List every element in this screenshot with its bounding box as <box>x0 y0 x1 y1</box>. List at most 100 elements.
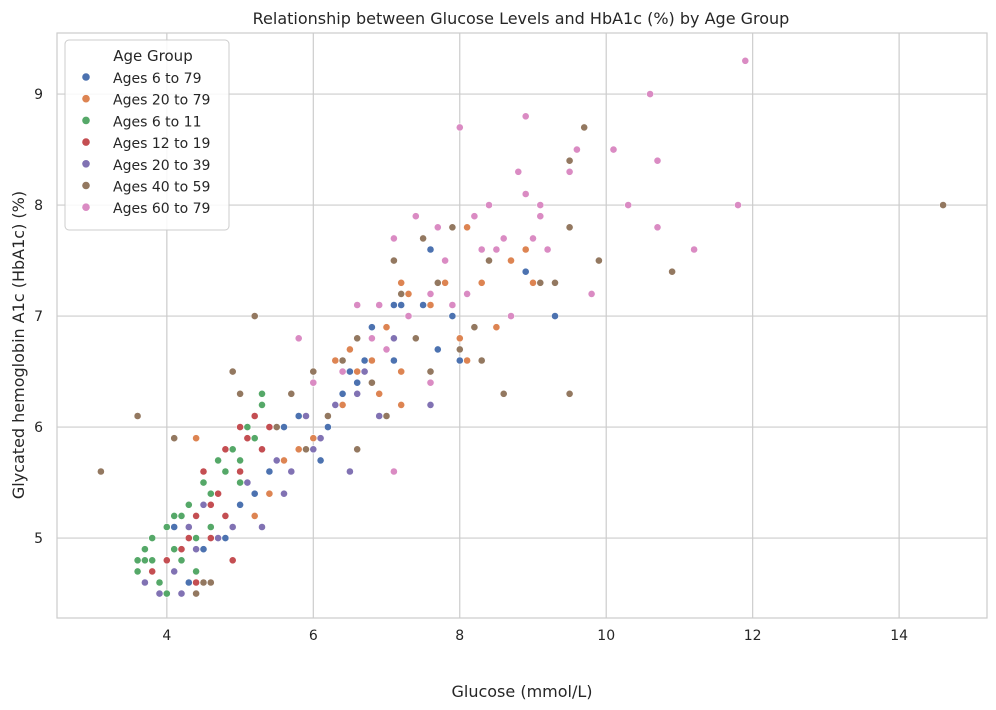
data-point <box>177 512 186 520</box>
data-point <box>170 434 179 443</box>
data-point <box>345 367 354 376</box>
data-point <box>140 545 149 554</box>
legend-label: Ages 20 to 79 <box>113 93 210 109</box>
data-point <box>155 578 164 587</box>
data-point <box>668 267 676 276</box>
data-point <box>236 456 244 465</box>
data-point <box>338 356 347 365</box>
data-point <box>455 356 464 365</box>
data-point <box>367 334 376 343</box>
data-point <box>353 367 362 376</box>
data-point <box>521 190 530 198</box>
data-point <box>690 245 698 254</box>
data-point <box>302 445 310 454</box>
data-point <box>543 245 552 254</box>
data-point <box>367 356 376 365</box>
data-point <box>272 423 281 431</box>
legend-marker <box>82 94 90 103</box>
data-point <box>280 456 288 465</box>
series-group <box>148 412 274 587</box>
data-point <box>653 223 662 232</box>
data-point <box>565 167 574 176</box>
data-point <box>492 323 501 332</box>
data-point <box>507 256 515 265</box>
data-point <box>463 223 471 232</box>
data-point <box>287 467 296 476</box>
data-point <box>463 356 471 365</box>
data-point <box>360 356 369 365</box>
x-axis-label: Glucose (mmol/L) <box>451 682 592 701</box>
legend-marker <box>82 116 90 125</box>
data-point <box>199 578 208 587</box>
data-point <box>734 201 742 209</box>
data-point <box>309 367 318 376</box>
data-point <box>206 578 215 587</box>
legend-marker <box>82 73 90 81</box>
data-point <box>236 478 244 487</box>
data-point <box>155 589 164 598</box>
data-point <box>529 278 537 287</box>
data-point <box>470 212 479 221</box>
data-point <box>294 412 303 420</box>
data-point <box>250 489 259 498</box>
data-point <box>470 323 479 332</box>
data-point <box>382 412 391 420</box>
data-point <box>338 389 347 398</box>
data-point <box>646 90 654 98</box>
data-point <box>521 112 530 121</box>
series-group <box>170 245 559 587</box>
data-point <box>192 578 200 587</box>
data-point <box>389 234 398 243</box>
data-point <box>199 467 208 476</box>
data-point <box>529 234 537 243</box>
data-point <box>177 545 186 554</box>
y-tick-label: 8 <box>34 198 43 214</box>
data-point <box>426 378 435 387</box>
data-point <box>309 378 318 387</box>
data-point <box>353 389 362 398</box>
data-point <box>375 301 384 309</box>
x-tick-label: 12 <box>744 628 762 644</box>
data-point <box>302 412 310 420</box>
data-point <box>397 278 406 287</box>
data-point <box>353 378 362 387</box>
data-point <box>214 456 222 465</box>
data-point <box>375 412 384 420</box>
data-point <box>360 367 369 376</box>
data-point <box>521 245 530 254</box>
data-point <box>536 278 545 287</box>
data-point <box>258 445 266 454</box>
y-tick-label: 6 <box>34 420 43 436</box>
data-point <box>265 423 274 431</box>
legend-label: Ages 60 to 79 <box>113 201 210 217</box>
legend-label: Ages 12 to 19 <box>113 136 210 152</box>
data-point <box>192 434 200 443</box>
data-point <box>184 523 193 531</box>
data-point <box>170 512 179 520</box>
data-point <box>170 545 179 554</box>
data-point <box>140 578 149 587</box>
data-point <box>492 245 501 254</box>
chart-title: Relationship between Glucose Levels and … <box>253 9 790 28</box>
data-point <box>236 467 244 476</box>
data-point <box>345 345 354 354</box>
data-point <box>477 245 486 254</box>
data-point <box>280 423 288 431</box>
data-point <box>192 512 200 520</box>
data-point <box>551 278 559 287</box>
data-point <box>323 412 332 420</box>
series-group <box>133 389 266 598</box>
data-point <box>133 567 142 576</box>
data-point <box>258 523 266 531</box>
data-point <box>345 467 354 476</box>
data-point <box>389 334 398 343</box>
data-point <box>580 123 589 132</box>
data-point <box>595 256 603 265</box>
data-point <box>140 556 149 565</box>
data-point <box>265 467 274 476</box>
data-point <box>221 534 230 542</box>
data-point <box>609 145 618 154</box>
legend-box <box>64 39 230 231</box>
data-point <box>353 334 362 343</box>
